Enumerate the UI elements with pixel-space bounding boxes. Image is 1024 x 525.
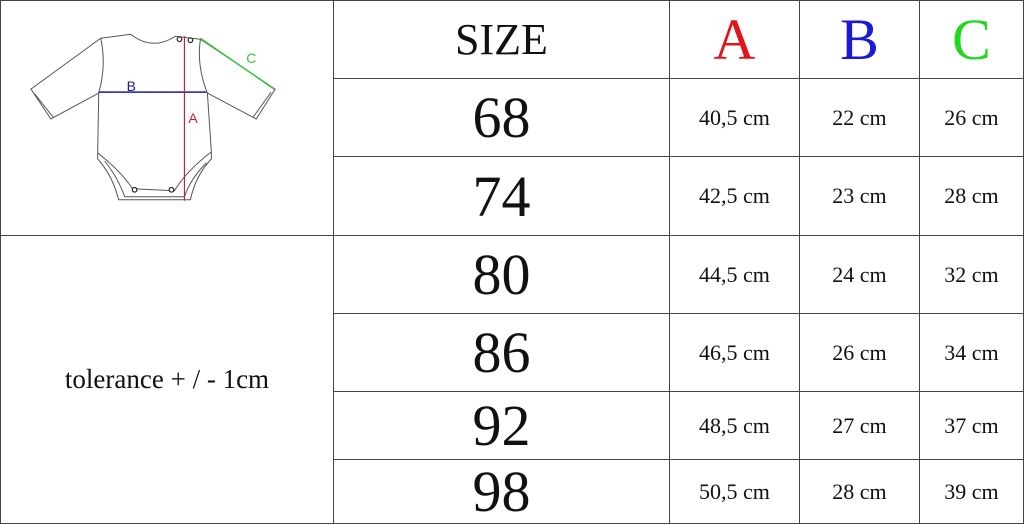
value-c: 34 cm [920,314,1024,392]
header-a: A [670,1,800,79]
value-b: 28 cm [800,460,920,524]
label-c: C [246,50,256,66]
tolerance-note: tolerance + / - 1cm [1,236,334,524]
value-a: 46,5 cm [670,314,800,392]
label-a: A [188,109,198,125]
value-c: 28 cm [920,157,1024,236]
size-cell: 68 [334,79,670,157]
header-c: C [920,1,1024,79]
value-a: 44,5 cm [670,236,800,314]
value-c: 37 cm [920,392,1024,460]
value-b: 26 cm [800,314,920,392]
value-b: 24 cm [800,236,920,314]
size-cell: 80 [334,236,670,314]
value-b: 27 cm [800,392,920,460]
value-b: 22 cm [800,79,920,157]
bodysuit-diagram: B A C [1,1,334,236]
value-a: 40,5 cm [670,79,800,157]
value-c: 32 cm [920,236,1024,314]
value-c: 39 cm [920,460,1024,524]
value-a: 42,5 cm [670,157,800,236]
value-b: 23 cm [800,157,920,236]
size-cell: 92 [334,392,670,460]
measure-c-line [199,37,275,90]
bodysuit-drawing-icon: B A C [30,33,276,201]
header-b: B [800,1,920,79]
size-cell: 98 [334,459,670,524]
size-cell: 86 [334,314,670,392]
value-a: 50,5 cm [670,460,800,524]
label-b: B [127,78,136,94]
value-c: 26 cm [920,79,1024,157]
value-a: 48,5 cm [670,392,800,460]
size-cell: 74 [334,157,670,236]
header-size: SIZE [334,1,670,79]
